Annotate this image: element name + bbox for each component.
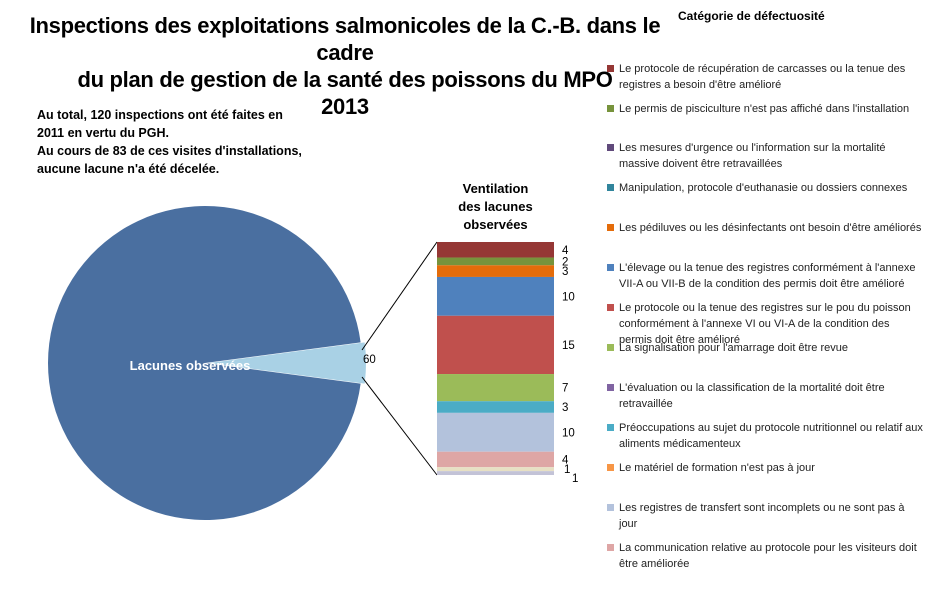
legend-swatch — [607, 304, 614, 311]
legend-label: Manipulation, protocole d'euthanasie ou … — [619, 182, 908, 194]
bar-title-line-2: des lacunes — [458, 199, 533, 214]
legend-swatch — [607, 504, 614, 511]
legend-swatch — [607, 464, 614, 471]
bar-segment-2 — [437, 257, 554, 266]
bar-value-label-1: 4 — [562, 245, 569, 257]
bar-segment-3 — [437, 265, 554, 277]
note-line-4: aucune lacune n'a été décelée. — [37, 162, 220, 176]
connector-line-bottom — [361, 376, 438, 476]
bar-segment-7 — [437, 401, 554, 413]
bar-title-line-3: observées — [463, 217, 528, 232]
bar-value-label-9: 4 — [562, 454, 569, 466]
pie-slice-main — [48, 205, 361, 520]
bar-value-label-6: 7 — [562, 383, 568, 395]
note-line-3: Au cours de 83 de ces visites d'installa… — [37, 144, 302, 158]
pie-label-main: Lacunes observées — [130, 358, 251, 373]
legend-label: Le protocole de récupération de carcasse… — [619, 63, 906, 91]
bar-value-label-3: 3 — [562, 266, 568, 278]
legend-label: Le protocole ou la tenue des registres s… — [619, 302, 911, 346]
bar-value-label-11: 1 — [572, 473, 578, 485]
note-line-1: Au total, 120 inspections ont été faites… — [37, 108, 283, 122]
legend-swatch — [607, 384, 614, 391]
bar-segment-8 — [437, 412, 554, 452]
legend-title: Catégorie de défectuosité — [678, 9, 825, 23]
legend-label: Les registres de transfert sont incomple… — [619, 502, 905, 530]
legend-swatch — [607, 424, 614, 431]
pie-slice-highlight — [209, 342, 367, 384]
legend-label: L'élevage ou la tenue des registres conf… — [619, 262, 916, 290]
legend-swatch — [607, 65, 614, 72]
title-line-2: du plan de gestion de la santé des poiss… — [77, 67, 613, 92]
legend-label: La communication relative au protocole p… — [619, 542, 917, 570]
bar-segment-6 — [437, 374, 554, 402]
bar-value-label-4: 10 — [562, 291, 575, 303]
chart-title: Inspections des exploitations salmonicol… — [0, 12, 690, 120]
legend-swatch — [607, 184, 614, 191]
legend-label: L'évaluation ou la classification de la … — [619, 382, 885, 410]
legend-label: La signalisation pour l'amarrage doit êt… — [619, 342, 848, 354]
legend-label: Le matériel de formation n'est pas à jou… — [619, 462, 815, 474]
bar-segment-4 — [437, 276, 554, 316]
bar-value-label-2: 2 — [562, 256, 568, 268]
legend-swatch — [607, 344, 614, 351]
bar-segment-11 — [437, 471, 554, 475]
bar-value-label-8: 10 — [562, 427, 575, 439]
summary-note: Au total, 120 inspections ont été faites… — [37, 106, 337, 178]
bar-segment-10 — [437, 467, 554, 472]
pie-value-label: 60 — [363, 354, 376, 366]
legend-label: Les mesures d'urgence ou l'information s… — [619, 142, 886, 170]
legend-swatch — [607, 105, 614, 112]
bar-value-label-10: 1 — [564, 464, 570, 476]
legend-label: Le permis de pisciculture n'est pas affi… — [619, 103, 910, 115]
note-line-2: 2011 en vertu du PGH. — [37, 126, 169, 140]
connector-line-top — [361, 241, 438, 351]
legend-label: Les pédiluves ou les désinfectants ont b… — [619, 222, 922, 234]
bar-title-line-1: Ventilation — [462, 181, 529, 196]
bar-chart-title: Ventilation des lacunes observées — [443, 180, 548, 234]
legend-label: Préoccupations au sujet du protocole nut… — [619, 422, 923, 450]
bar-segment-5 — [437, 315, 554, 375]
legend-swatch — [607, 144, 614, 151]
bar-segment-1 — [437, 242, 554, 258]
title-line-3: 2013 — [321, 94, 369, 119]
legend-swatch — [607, 264, 614, 271]
legend-swatch — [607, 224, 614, 231]
bar-segment-9 — [437, 451, 554, 468]
bar-value-label-5: 15 — [562, 340, 575, 352]
title-line-1: Inspections des exploitations salmonicol… — [29, 13, 661, 65]
bar-value-label-7: 3 — [562, 402, 568, 414]
legend-swatch — [607, 544, 614, 551]
